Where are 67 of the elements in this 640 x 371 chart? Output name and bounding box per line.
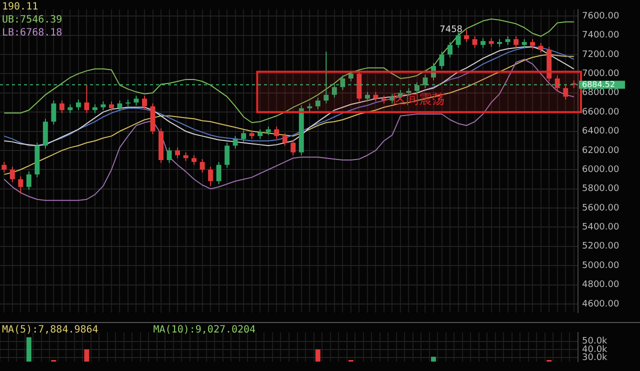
candlestick: [241, 130, 246, 142]
candlestick: [472, 36, 478, 48]
y-tick-label: 7400.00: [582, 30, 620, 41]
candlestick: [175, 147, 180, 159]
candlestick: [2, 161, 7, 174]
candlestick: [10, 166, 15, 183]
annotation: MA(10):9,027.0204: [153, 324, 256, 336]
candlestick: [42, 118, 48, 150]
candlestick: [282, 132, 288, 146]
candlestick: [216, 161, 222, 185]
candlestick: [232, 136, 238, 150]
candlestick: [26, 171, 32, 190]
candlestick: [51, 100, 56, 126]
annotation: 7458: [440, 25, 463, 36]
candlestick: [315, 97, 320, 110]
y-tick-label: 4600.00: [582, 299, 620, 310]
y-tick-label: 6800.00: [582, 88, 620, 98]
candlestick: [274, 126, 280, 140]
candlestick: [258, 128, 263, 140]
y-tick-label: 4800.00: [582, 280, 620, 290]
y-tick-label: 5600.00: [582, 203, 620, 214]
y-tick-label: 6200.00: [582, 146, 620, 156]
candlestick: [464, 29, 470, 43]
candlestick: [563, 84, 568, 100]
annotation: MA(5):7,884.9864: [2, 324, 98, 336]
y-tick-label: 5200.00: [582, 242, 620, 252]
candlestick: [538, 42, 544, 54]
candlestick: [373, 91, 378, 102]
annotation: LB:6768.18: [2, 28, 62, 39]
candlestick: [76, 99, 81, 111]
candlestick: [166, 147, 172, 164]
candlestick: [456, 32, 461, 48]
candlestick: [59, 100, 64, 114]
candlestick: [554, 75, 560, 92]
annotation: UB:7546.39: [2, 14, 62, 26]
y-tick-label: 6600.00: [582, 107, 620, 118]
candlestick: [332, 84, 337, 98]
candlestick: [530, 38, 536, 50]
candlestick: [108, 101, 114, 112]
y-tick-label: 6000.00: [582, 164, 620, 175]
candlestick: [340, 75, 346, 90]
candlestick: [142, 95, 147, 110]
y-tick-label: 30.0k: [582, 352, 608, 363]
candlestick: [134, 95, 139, 106]
y-tick-label: 7000.00: [582, 69, 620, 80]
candlestick: [200, 158, 205, 174]
y-tick-label: 5800.00: [582, 184, 620, 194]
candlestick: [439, 51, 444, 70]
candlestick: [208, 166, 214, 186]
candlestick: [448, 42, 452, 58]
candlestick: [364, 91, 370, 102]
candlestick: [18, 176, 24, 194]
y-tick-label: 5400.00: [582, 222, 620, 233]
candlestick: [84, 84, 90, 114]
ref-line-label: 6884.52: [582, 80, 616, 89]
candlestick: [414, 82, 420, 94]
y-tick-label: 7600.00: [582, 11, 620, 22]
candlestick: [192, 154, 197, 166]
y-tick-label: 7200.00: [582, 50, 620, 60]
candlestick: [514, 36, 519, 48]
candlestick: [290, 139, 296, 156]
y-tick-label: 6400.00: [582, 126, 620, 137]
y-tick-label: 5000.00: [582, 260, 620, 271]
candlestick: [324, 51, 329, 104]
candlestick: [480, 38, 486, 48]
annotation: 190.11: [2, 2, 38, 13]
candlestick: [224, 142, 230, 168]
